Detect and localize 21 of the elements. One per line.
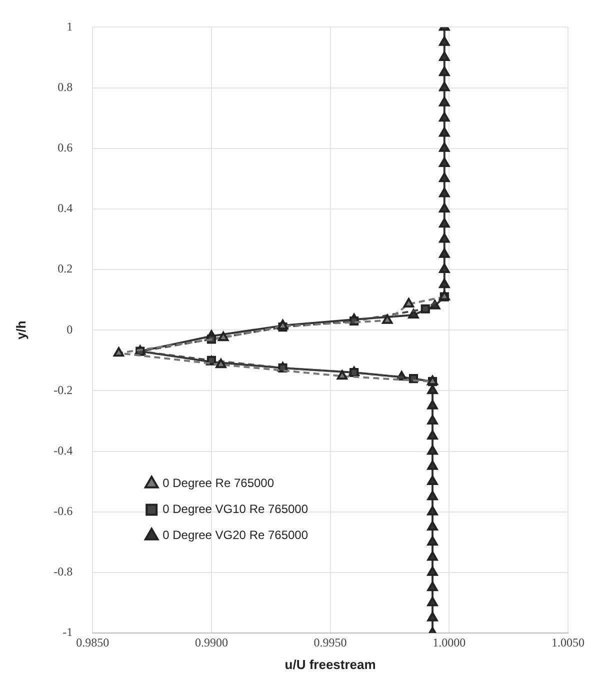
y-tick-label: -0.2 bbox=[54, 382, 73, 397]
x-tick-label: 0.9900 bbox=[194, 635, 228, 650]
y-tick-label: 1 bbox=[66, 19, 73, 34]
x-axis-title: u/U freestream bbox=[284, 656, 376, 672]
y-tick-label: 0.6 bbox=[58, 140, 73, 155]
y-tick-label: 0 bbox=[66, 322, 73, 336]
legend-label: 0 Degree Re 765000 bbox=[162, 476, 274, 490]
legend-label: 0 Degree VG20 Re 765000 bbox=[162, 528, 308, 542]
x-tick-label: 1.0050 bbox=[552, 635, 584, 650]
y-tick-label: -0.6 bbox=[54, 504, 73, 518]
x-tick-label: 0.9850 bbox=[76, 635, 110, 650]
y-tick-label: 0.2 bbox=[58, 262, 73, 276]
y-tick-label: -0.4 bbox=[54, 443, 73, 458]
y-tick-label: -1 bbox=[62, 625, 73, 640]
y-tick-label: 0.4 bbox=[58, 201, 73, 216]
y-axis-title: y/h bbox=[13, 320, 28, 340]
legend-label: 0 Degree VG10 Re 765000 bbox=[162, 502, 308, 516]
x-tick-label: 0.9950 bbox=[314, 635, 347, 650]
y-tick-label: -0.8 bbox=[54, 564, 73, 579]
y-tick-label: 0.8 bbox=[58, 80, 73, 94]
x-tick-label: 1.0000 bbox=[432, 635, 466, 650]
